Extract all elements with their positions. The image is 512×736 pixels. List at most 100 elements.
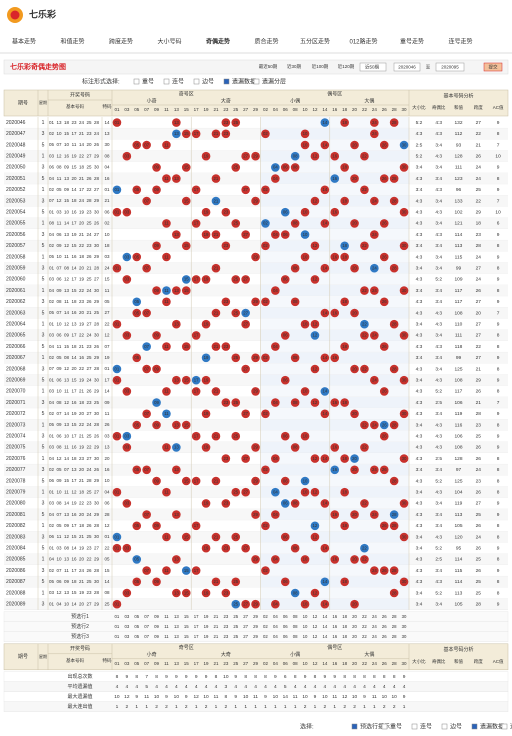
preselect-number[interactable]: 20 <box>352 634 357 639</box>
checkbox-label[interactable]: 边号 <box>450 723 462 731</box>
preselect-number[interactable]: 17 <box>194 624 199 629</box>
preselect-number[interactable]: 06 <box>283 634 288 639</box>
preselect-number[interactable]: 07 <box>144 634 149 639</box>
preselect-number[interactable]: 12 <box>313 624 318 629</box>
preselect-number[interactable]: 27 <box>243 624 248 629</box>
preselect-number[interactable]: 22 <box>362 614 367 619</box>
checkbox[interactable] <box>471 723 478 730</box>
checkbox[interactable] <box>223 78 230 85</box>
nav-link[interactable]: 五分区走势 <box>300 38 330 46</box>
nav-link[interactable]: 连号走势 <box>448 38 472 46</box>
preselect-number[interactable]: 25 <box>233 634 238 639</box>
preselect-number[interactable]: 28 <box>392 614 397 619</box>
nav-link[interactable]: 奇偶走势 <box>206 38 230 46</box>
preselect-number[interactable]: 29 <box>253 624 258 629</box>
submit-button[interactable] <box>483 62 503 72</box>
preselect-number[interactable]: 05 <box>134 624 139 629</box>
preselect-number[interactable]: 09 <box>154 614 159 619</box>
preselect-number[interactable]: 14 <box>322 614 327 619</box>
preselect-number[interactable]: 03 <box>124 614 129 619</box>
range-link[interactable]: 近120期 <box>338 63 355 70</box>
preselect-number[interactable]: 18 <box>342 624 347 629</box>
checkbox[interactable] <box>501 723 508 730</box>
preselect-number[interactable]: 09 <box>154 634 159 639</box>
preselect-number[interactable]: 10 <box>303 614 308 619</box>
preselect-number[interactable]: 03 <box>124 634 129 639</box>
preselect-number[interactable]: 11 <box>164 634 169 639</box>
checkbox[interactable] <box>133 78 140 85</box>
preselect-number[interactable]: 14 <box>322 624 327 629</box>
nav-link[interactable]: 012路走势 <box>349 38 377 46</box>
checkbox-label[interactable]: 边号 <box>202 78 214 86</box>
preselect-number[interactable]: 19 <box>204 614 209 619</box>
nav-link[interactable]: 基本走势 <box>12 38 36 46</box>
preselect-number[interactable]: 28 <box>392 634 397 639</box>
preselect-number[interactable]: 12 <box>313 634 318 639</box>
checkbox-label[interactable]: 预选行提示 <box>360 723 390 731</box>
preselect-number[interactable]: 08 <box>293 624 298 629</box>
preselect-number[interactable]: 18 <box>342 634 347 639</box>
preselect-number[interactable]: 19 <box>204 624 209 629</box>
preselect-number[interactable]: 09 <box>154 624 159 629</box>
preselect-number[interactable]: 16 <box>332 624 337 629</box>
preselect-number[interactable]: 30 <box>402 634 407 639</box>
preselect-number[interactable]: 06 <box>283 624 288 629</box>
preselect-number[interactable]: 24 <box>372 634 377 639</box>
checkbox[interactable] <box>193 78 200 85</box>
preselect-number[interactable]: 06 <box>283 614 288 619</box>
preselect-number[interactable]: 23 <box>223 624 228 629</box>
preselect-number[interactable]: 07 <box>144 624 149 629</box>
preselect-number[interactable]: 20 <box>352 624 357 629</box>
preselect-number[interactable]: 01 <box>115 634 120 639</box>
preselect-number[interactable]: 17 <box>194 614 199 619</box>
preselect-number[interactable]: 13 <box>174 614 179 619</box>
preselect-number[interactable]: 27 <box>243 614 248 619</box>
preselect-number[interactable]: 05 <box>134 634 139 639</box>
nav-link[interactable]: 重号走势 <box>400 38 424 46</box>
preselect-number[interactable]: 04 <box>273 624 278 629</box>
preselect-number[interactable]: 14 <box>322 634 327 639</box>
preselect-number[interactable]: 26 <box>382 624 387 629</box>
preselect-number[interactable]: 15 <box>184 634 189 639</box>
checkbox[interactable] <box>253 78 260 85</box>
range-select[interactable] <box>359 62 387 72</box>
nav-link[interactable]: 跨度走势 <box>109 38 133 46</box>
preselect-number[interactable]: 29 <box>253 634 258 639</box>
preselect-number[interactable]: 15 <box>184 614 189 619</box>
checkbox-label[interactable]: 连号 <box>420 723 432 731</box>
preselect-number[interactable]: 10 <box>303 634 308 639</box>
preselect-number[interactable]: 08 <box>293 634 298 639</box>
preselect-number[interactable]: 27 <box>243 634 248 639</box>
checkbox[interactable] <box>411 723 418 730</box>
preselect-number[interactable]: 21 <box>214 614 219 619</box>
preselect-number[interactable]: 19 <box>204 634 209 639</box>
preselect-number[interactable]: 24 <box>372 614 377 619</box>
checkbox-label[interactable]: 重号 <box>142 78 154 86</box>
preselect-number[interactable]: 16 <box>332 634 337 639</box>
preselect-number[interactable]: 05 <box>134 614 139 619</box>
preselect-number[interactable]: 20 <box>352 614 357 619</box>
preselect-number[interactable]: 07 <box>144 614 149 619</box>
checkbox-label[interactable]: 重号 <box>390 723 402 731</box>
preselect-number[interactable]: 15 <box>184 624 189 629</box>
preselect-number[interactable]: 29 <box>253 614 258 619</box>
preselect-number[interactable]: 18 <box>342 614 347 619</box>
preselect-number[interactable]: 22 <box>362 624 367 629</box>
checkbox[interactable] <box>351 723 358 730</box>
checkbox-label[interactable]: 遗漏数据 <box>480 723 504 731</box>
range-link[interactable]: 最近50期 <box>259 63 278 70</box>
preselect-number[interactable]: 13 <box>174 634 179 639</box>
range-link[interactable]: 近100期 <box>312 63 329 70</box>
preselect-number[interactable]: 01 <box>115 624 120 629</box>
preselect-number[interactable]: 26 <box>382 614 387 619</box>
preselect-number[interactable]: 11 <box>164 624 169 629</box>
checkbox[interactable] <box>163 78 170 85</box>
nav-link[interactable]: 质合走势 <box>254 38 278 46</box>
preselect-number[interactable]: 25 <box>233 624 238 629</box>
preselect-number[interactable]: 03 <box>124 624 129 629</box>
checkbox-label[interactable]: 遗漏分层 <box>510 723 512 731</box>
checkbox[interactable] <box>381 723 388 730</box>
nav-link[interactable]: 大小号码 <box>157 38 181 46</box>
preselect-number[interactable]: 04 <box>273 634 278 639</box>
checkbox-label[interactable]: 遗漏分层 <box>262 78 286 86</box>
